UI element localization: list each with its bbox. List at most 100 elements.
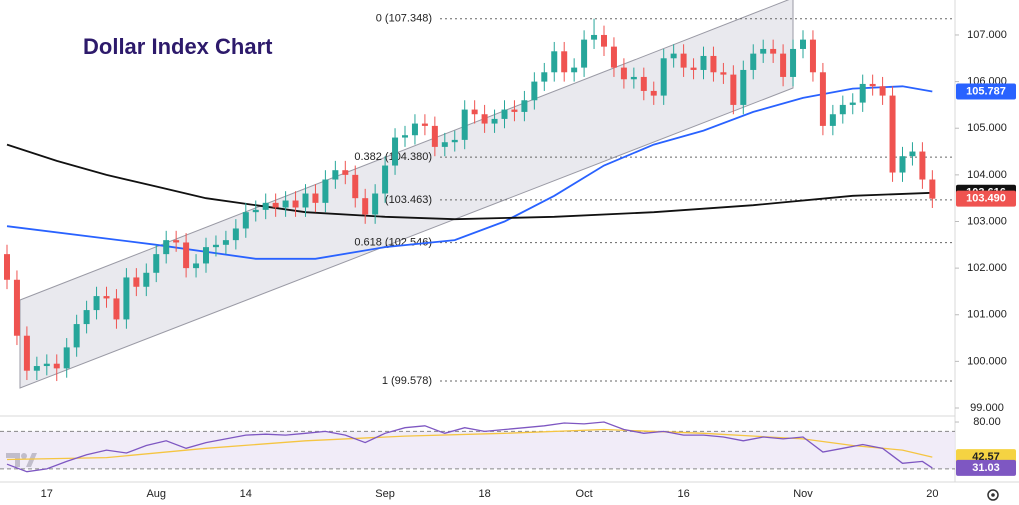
y-tick-label: 102.000 [967, 262, 1007, 274]
candle-body [740, 69, 747, 105]
price-badge-label: 105.787 [966, 85, 1006, 97]
candle-body [392, 137, 399, 166]
y-tick-label: 100.000 [967, 355, 1007, 367]
price-badge [956, 190, 1016, 207]
candle-body [33, 366, 40, 371]
candle-body [471, 109, 478, 115]
price-badge-label: 103.490 [966, 193, 1006, 205]
candle-body [421, 123, 428, 126]
candle-body [83, 310, 90, 325]
candle-body [133, 277, 140, 287]
x-tick-label: 16 [677, 488, 689, 500]
candle-body [123, 277, 130, 320]
candle-body [23, 335, 30, 371]
candle-body [252, 209, 259, 213]
candle-body [63, 347, 70, 369]
x-tick-label: 17 [41, 488, 53, 500]
candle-body [292, 200, 299, 208]
candle-body [670, 53, 677, 59]
candle-body [511, 109, 518, 112]
candle-body [382, 165, 389, 194]
candle-body [312, 193, 319, 203]
candle-body [730, 74, 737, 105]
candle-body [839, 104, 846, 115]
candle-body [163, 240, 170, 255]
candle-body [919, 151, 926, 180]
candle-body [809, 39, 816, 73]
candle-body [889, 95, 896, 173]
candle-body [53, 363, 60, 369]
candle-body [561, 51, 568, 73]
candle-body [451, 139, 458, 143]
x-tick-label: Aug [146, 488, 166, 500]
candle-body [153, 254, 160, 273]
candle-body [193, 263, 200, 269]
y-tick-label: 104.000 [967, 169, 1007, 181]
candle-body [710, 55, 717, 73]
candle-body [640, 76, 647, 91]
candle-body [73, 324, 80, 348]
x-tick-label: 14 [240, 488, 252, 500]
y-tick-label: 99.000 [970, 402, 1004, 414]
candle-body [630, 76, 637, 80]
candle-body [203, 247, 209, 264]
candle-body [819, 72, 826, 126]
candle-body [620, 67, 627, 80]
fib-level-label: (103.463) [385, 194, 432, 206]
candle-body [242, 212, 249, 229]
rsi-line [6, 421, 933, 473]
candle-body [93, 296, 100, 311]
candle-body [342, 170, 349, 175]
candle-body [461, 109, 468, 140]
candle-body [800, 39, 806, 49]
candle-body [441, 142, 448, 147]
candle-body [222, 240, 229, 245]
candle-body [790, 48, 797, 77]
candle-body [143, 272, 150, 287]
candle-body [103, 296, 110, 299]
moving-average-line [6, 85, 933, 260]
settings-icon[interactable] [987, 489, 999, 501]
candle-body [829, 114, 836, 126]
candle-body [13, 279, 20, 336]
candle-body [929, 179, 936, 199]
candle-body [780, 53, 787, 77]
candle-body [212, 244, 219, 248]
x-tick-label: Nov [793, 488, 813, 500]
y-tick-label: 103.000 [967, 215, 1007, 227]
candle-body [601, 34, 607, 47]
candle-body [551, 51, 558, 73]
fib-level-label: 0 (107.348) [376, 13, 432, 25]
candle-body [521, 100, 528, 112]
price-badge [956, 83, 1016, 100]
candle-body [849, 102, 856, 105]
y-tick-label: 107.000 [967, 29, 1007, 41]
x-tick-label: Oct [576, 488, 593, 500]
chart-title: Dollar Index Chart [83, 34, 273, 59]
candle-body [869, 83, 876, 87]
fib-level-label: 0.618 (102.546) [354, 237, 432, 249]
price-badge [956, 459, 1016, 476]
candle-body [113, 298, 120, 320]
candle-body [262, 202, 269, 210]
candle-body [680, 53, 687, 68]
rsi-band [0, 431, 955, 469]
rsi-tick-label: 80.00 [973, 416, 1001, 428]
fib-level-label: 1 (99.578) [382, 375, 432, 387]
moving-average-line [6, 143, 933, 221]
candle-body [770, 48, 777, 54]
price-badge-label: 31.03 [972, 462, 1000, 474]
candle-body [4, 254, 10, 280]
candle-body [720, 72, 727, 75]
candle-body [372, 193, 379, 215]
candle-body [481, 114, 488, 124]
candle-body [183, 242, 190, 269]
candle-body [541, 72, 548, 82]
candle-body [591, 34, 598, 40]
candle-body [859, 83, 866, 103]
candle-body [431, 125, 438, 147]
candle-body [491, 118, 498, 124]
y-tick-label: 105.000 [967, 122, 1007, 134]
x-tick-label: 20 [926, 488, 938, 500]
